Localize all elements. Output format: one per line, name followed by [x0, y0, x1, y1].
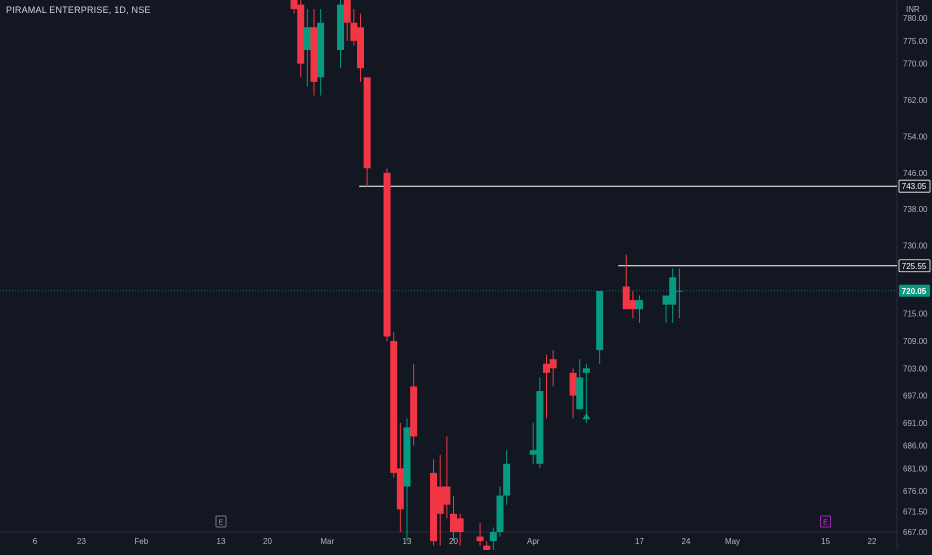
candle-up: [596, 291, 604, 351]
candle-down: [629, 300, 637, 310]
current-price-label: 720.05: [902, 287, 927, 296]
candle-up: [529, 450, 537, 455]
candle-down: [569, 372, 577, 396]
candle-down: [430, 472, 438, 542]
y-tick-label: 676.00: [903, 487, 928, 496]
earnings-event-icon: [215, 515, 227, 528]
candle-up: [662, 295, 670, 305]
candle-down: [396, 468, 404, 510]
candle-up: [582, 368, 590, 373]
y-tick-label: 730.00: [903, 242, 928, 251]
y-tick-label: 762.00: [903, 96, 928, 105]
earnings-event-label: E: [823, 520, 828, 527]
candle-down: [410, 386, 418, 437]
candle-up: [503, 463, 511, 496]
candle-down: [622, 286, 630, 310]
candle-down: [436, 486, 444, 514]
candle-up: [317, 22, 325, 78]
x-tick-label: 20: [449, 537, 458, 546]
x-tick-label: Feb: [134, 537, 148, 546]
x-tick-label: 13: [403, 537, 412, 546]
candle-up: [403, 427, 411, 487]
candle-up: [636, 300, 643, 310]
x-tick-label: Apr: [527, 537, 540, 546]
current-price-badge: [899, 284, 930, 297]
y-tick-label: 754.00: [903, 132, 928, 141]
x-tick-label: May: [725, 537, 740, 546]
candle-down: [390, 341, 398, 473]
candle-up: [337, 4, 345, 51]
earnings-event-label: E: [219, 520, 224, 527]
candle-up: [496, 495, 504, 532]
y-tick-label: 780.00: [903, 14, 928, 23]
x-tick-label: Mar: [320, 537, 334, 546]
candle-down: [350, 22, 358, 41]
candle-down: [483, 545, 491, 551]
candle-up: [303, 27, 311, 51]
candle-up: [675, 290, 683, 292]
y-tick-label: 746.00: [903, 169, 928, 178]
candle-down: [290, 0, 298, 10]
y-tick-label: 671.50: [903, 508, 928, 517]
y-tick-label: 686.00: [903, 442, 928, 451]
candle-down: [357, 27, 364, 69]
x-tick-label: 15: [821, 537, 830, 546]
candle-up: [576, 377, 584, 410]
candle-down: [343, 0, 351, 23]
y-tick-label: 703.00: [903, 364, 928, 373]
candle-down: [543, 363, 550, 373]
candle-down: [443, 486, 451, 505]
horizontal-line-price-box: [898, 179, 931, 193]
horizontal-line-price-label: 743.05: [902, 182, 927, 191]
x-tick-label: 20: [263, 537, 272, 546]
y-tick-label: 775.00: [903, 37, 928, 46]
candle-down: [383, 172, 391, 337]
horizontal-line-price-label: 725.55: [902, 262, 927, 271]
horizontal-line-price-box: [898, 259, 931, 273]
x-tick-label: 17: [635, 537, 644, 546]
candle-down: [363, 77, 371, 169]
candle-down: [476, 536, 484, 542]
candle-up: [669, 277, 677, 305]
y-tick-label: 681.00: [903, 464, 928, 473]
earnings-event-icon: [820, 515, 831, 528]
x-tick-label: 22: [868, 537, 877, 546]
candle-down: [297, 4, 305, 64]
x-tick-label: 6: [33, 537, 38, 546]
candle-up: [536, 391, 544, 464]
candle-down: [450, 513, 457, 532]
chart-title: PIRAMAL ENTERPRISE, 1D, NSE: [6, 5, 151, 15]
y-tick-label: 697.00: [903, 392, 928, 401]
x-tick-label: 13: [217, 537, 226, 546]
y-tick-label: 770.00: [903, 60, 928, 69]
y-tick-label: 691.00: [903, 419, 928, 428]
candle-down: [456, 518, 464, 532]
currency-label: INR: [906, 5, 920, 14]
x-tick-label: 23: [77, 537, 86, 546]
y-tick-label: 709.00: [903, 337, 928, 346]
y-tick-label: 667.00: [903, 528, 928, 537]
candle-down: [310, 27, 318, 82]
x-tick-label: 24: [682, 537, 691, 546]
candle-up: [489, 532, 497, 542]
y-tick-label: 715.00: [903, 310, 928, 319]
y-tick-label: 738.00: [903, 205, 928, 214]
buy-signal-arrow-icon: [582, 413, 591, 420]
candle-down: [549, 359, 557, 369]
